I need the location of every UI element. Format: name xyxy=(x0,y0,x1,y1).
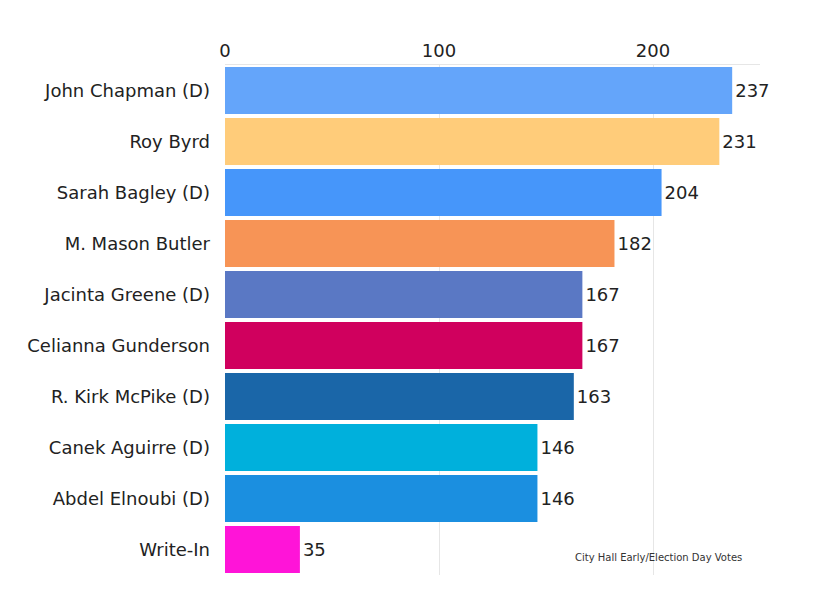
svg-text:Write-In: Write-In xyxy=(139,539,210,560)
svg-text:204: 204 xyxy=(665,182,699,203)
svg-text:163: 163 xyxy=(577,386,611,407)
svg-text:Abdel Elnoubi (D): Abdel Elnoubi (D) xyxy=(53,488,210,509)
svg-text:Celianna Gunderson: Celianna Gunderson xyxy=(27,335,210,356)
svg-text:146: 146 xyxy=(540,488,574,509)
svg-text:M. Mason Butler: M. Mason Butler xyxy=(65,233,211,254)
svg-text:100: 100 xyxy=(422,40,456,61)
svg-text:Jacinta Greene (D): Jacinta Greene (D) xyxy=(43,284,210,305)
svg-text:182: 182 xyxy=(617,233,651,254)
svg-text:Canek Aguirre (D): Canek Aguirre (D) xyxy=(49,437,210,458)
svg-text:Roy Byrd: Roy Byrd xyxy=(129,131,210,152)
svg-text:167: 167 xyxy=(585,335,619,356)
svg-text:35: 35 xyxy=(303,539,326,560)
svg-text:146: 146 xyxy=(540,437,574,458)
svg-text:237: 237 xyxy=(735,80,769,101)
svg-text:231: 231 xyxy=(722,131,756,152)
svg-text:R. Kirk McPike (D): R. Kirk McPike (D) xyxy=(51,386,210,407)
svg-text:0: 0 xyxy=(219,40,230,61)
svg-text:Sarah Bagley (D): Sarah Bagley (D) xyxy=(57,182,210,203)
svg-text:City Hall Early/Election Day V: City Hall Early/Election Day Votes xyxy=(575,552,742,563)
svg-text:200: 200 xyxy=(636,40,670,61)
svg-text:167: 167 xyxy=(585,284,619,305)
svg-text:John Chapman (D): John Chapman (D) xyxy=(44,80,210,101)
